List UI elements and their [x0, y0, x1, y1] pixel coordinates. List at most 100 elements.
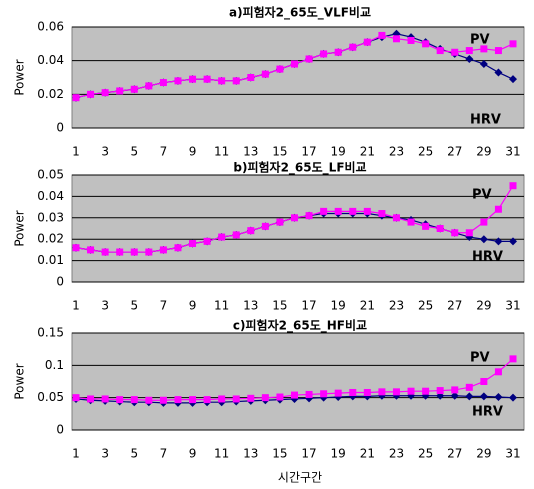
point [276, 393, 284, 401]
x-tick-label: 15 [272, 447, 287, 461]
point [159, 396, 167, 404]
point [232, 77, 240, 85]
point [363, 388, 371, 396]
x-tick-label: 29 [476, 299, 491, 313]
x-tick-label: 19 [331, 299, 346, 313]
point [349, 207, 357, 215]
plot-area [71, 26, 525, 129]
point [305, 55, 313, 63]
series-label: PV [470, 351, 490, 366]
x-tick-label: 21 [360, 447, 375, 461]
point [407, 218, 415, 226]
point [189, 75, 197, 83]
point [509, 237, 517, 246]
x-tick-label: 13 [243, 299, 258, 313]
point [509, 75, 517, 84]
y-axis-label: Power [13, 59, 27, 95]
point [130, 248, 138, 256]
y-tick-label: 0.03 [37, 210, 64, 224]
point [130, 396, 138, 404]
point [465, 54, 474, 63]
y-axis-label: Power [13, 210, 27, 246]
point [451, 229, 459, 237]
point [145, 396, 153, 404]
x-tick-label: 5 [130, 145, 138, 159]
point [407, 36, 415, 44]
point [218, 395, 226, 403]
point [334, 48, 342, 56]
y-axis-label: Power [13, 363, 27, 399]
point [509, 40, 517, 48]
point [480, 218, 488, 226]
chart-title: a)피험자2_65도_VLF비교 [229, 5, 371, 21]
point [479, 60, 488, 69]
point [392, 388, 400, 396]
point [509, 393, 517, 402]
point [451, 386, 459, 394]
point [363, 38, 371, 46]
point [436, 387, 444, 395]
x-tick-label: 3 [101, 447, 109, 461]
point [261, 394, 269, 402]
point [291, 391, 298, 399]
point [422, 222, 430, 230]
y-tick-label: 0.06 [37, 20, 64, 34]
point [174, 244, 182, 252]
y-tick-label: 0.05 [37, 168, 64, 182]
point [116, 87, 124, 95]
point [159, 79, 167, 87]
point [465, 229, 473, 237]
x-tick-label: 19 [331, 447, 346, 461]
x-tick-label: 3 [101, 145, 109, 159]
point [261, 70, 269, 78]
y-tick-label: 0.02 [37, 87, 64, 101]
point [72, 394, 80, 402]
series-label: PV [470, 33, 490, 48]
point [305, 212, 313, 220]
x-tick-label: 31 [505, 299, 520, 313]
point [320, 50, 328, 58]
x-tick-label: 31 [505, 145, 520, 159]
point [378, 31, 386, 39]
x-tick-label: 29 [476, 447, 491, 461]
series-label: HRV [472, 250, 503, 265]
point [291, 60, 298, 68]
point [465, 392, 474, 401]
point [480, 378, 488, 385]
point [130, 85, 138, 93]
point [378, 210, 386, 218]
point [189, 239, 197, 247]
x-tick-label: 9 [189, 299, 197, 313]
x-tick-label: 11 [214, 145, 229, 159]
point [334, 389, 342, 397]
point [422, 40, 430, 48]
x-tick-label: 27 [447, 145, 462, 159]
y-tick-label: 0.05 [37, 390, 64, 404]
x-tick-label: 9 [189, 145, 197, 159]
point [145, 82, 153, 90]
point [72, 244, 80, 252]
series-label: HRV [472, 405, 503, 420]
y-tick-label: 0.01 [37, 253, 64, 267]
y-tick-label: 0 [56, 423, 64, 437]
point [203, 75, 211, 83]
y-tick-label: 0.04 [37, 189, 64, 203]
y-tick-label: 0 [56, 121, 64, 135]
point [479, 392, 488, 401]
point [87, 90, 95, 98]
point [494, 237, 503, 246]
x-tick-label: 11 [214, 447, 229, 461]
point [494, 393, 503, 402]
point [451, 48, 459, 56]
y-tick-label: 0.02 [37, 232, 64, 246]
chart-title: b)피험자2_65도_LF비교 [233, 160, 366, 176]
point [261, 222, 269, 230]
point [159, 246, 167, 254]
x-tick-label: 21 [360, 299, 375, 313]
point [72, 94, 80, 102]
x-tick-label: 23 [389, 447, 404, 461]
chart-title: c)피험자2_65도_HF비교 [233, 318, 367, 334]
x-tick-label: 11 [214, 299, 229, 313]
point [101, 248, 109, 256]
x-tick-label: 17 [301, 447, 316, 461]
